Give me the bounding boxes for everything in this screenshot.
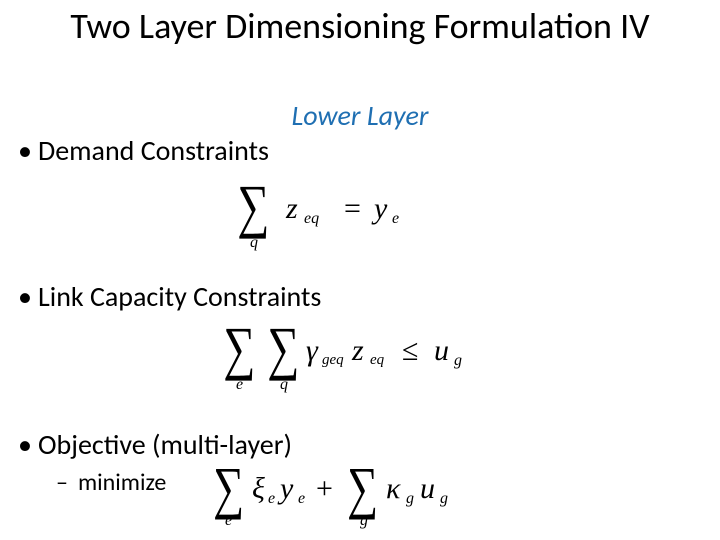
equation-objective: ∑ e ξ e y e + ∑ g κ g u g [208,460,528,540]
subbullet-minimize: minimize [78,470,166,496]
sum-index-q: q [280,376,288,394]
var-xi-sub: e [268,490,275,508]
relation-eq: = [344,192,361,226]
sigma-symbol: ∑ [223,314,255,383]
equation-capacity: ∑ e ∑ q γ geq z eq ≤ u g [218,320,518,402]
var-u-sub: g [454,352,462,370]
var-u: u [420,472,435,506]
bullet-demand-constraints: Demand Constraints [38,136,269,167]
sum-index-e: e [225,512,232,530]
sum-index-g: g [360,512,368,530]
var-u: u [434,334,449,368]
slide-subtitle: Lower Layer [0,98,720,133]
var-y: y [280,472,293,506]
var-y: y [374,192,387,226]
var-y-sub: e [298,490,305,508]
var-z-sub: eq [304,210,319,228]
var-z: z [352,334,364,368]
relation-leq: ≤ [402,334,418,368]
sum-index-q: q [250,234,258,252]
sum-index-e: e [236,376,243,394]
var-gamma: γ [306,334,318,368]
op-plus: + [316,472,333,506]
var-z: z [286,192,298,226]
var-u-sub: g [440,490,448,508]
sigma-symbol: ∑ [237,172,269,241]
var-gamma-sub: geq [322,352,344,369]
equation-demand: ∑ q z eq = y e [232,178,452,258]
var-kappa-sub: g [406,490,414,508]
var-xi: ξ [252,472,265,506]
bullet-objective: Objective (multi-layer) [38,430,292,461]
slide-title: Two Layer Dimensioning Formulation IV [0,8,720,46]
bullet-link-capacity: Link Capacity Constraints [38,282,321,313]
sigma-symbol: ∑ [213,454,244,521]
var-z-sub: eq [370,352,384,369]
var-kappa: κ [386,472,400,506]
slide: Two Layer Dimensioning Formulation IV Lo… [0,0,720,540]
sigma-symbol: ∑ [267,314,299,383]
var-y-sub: e [392,210,399,228]
sigma-symbol: ∑ [347,454,378,521]
